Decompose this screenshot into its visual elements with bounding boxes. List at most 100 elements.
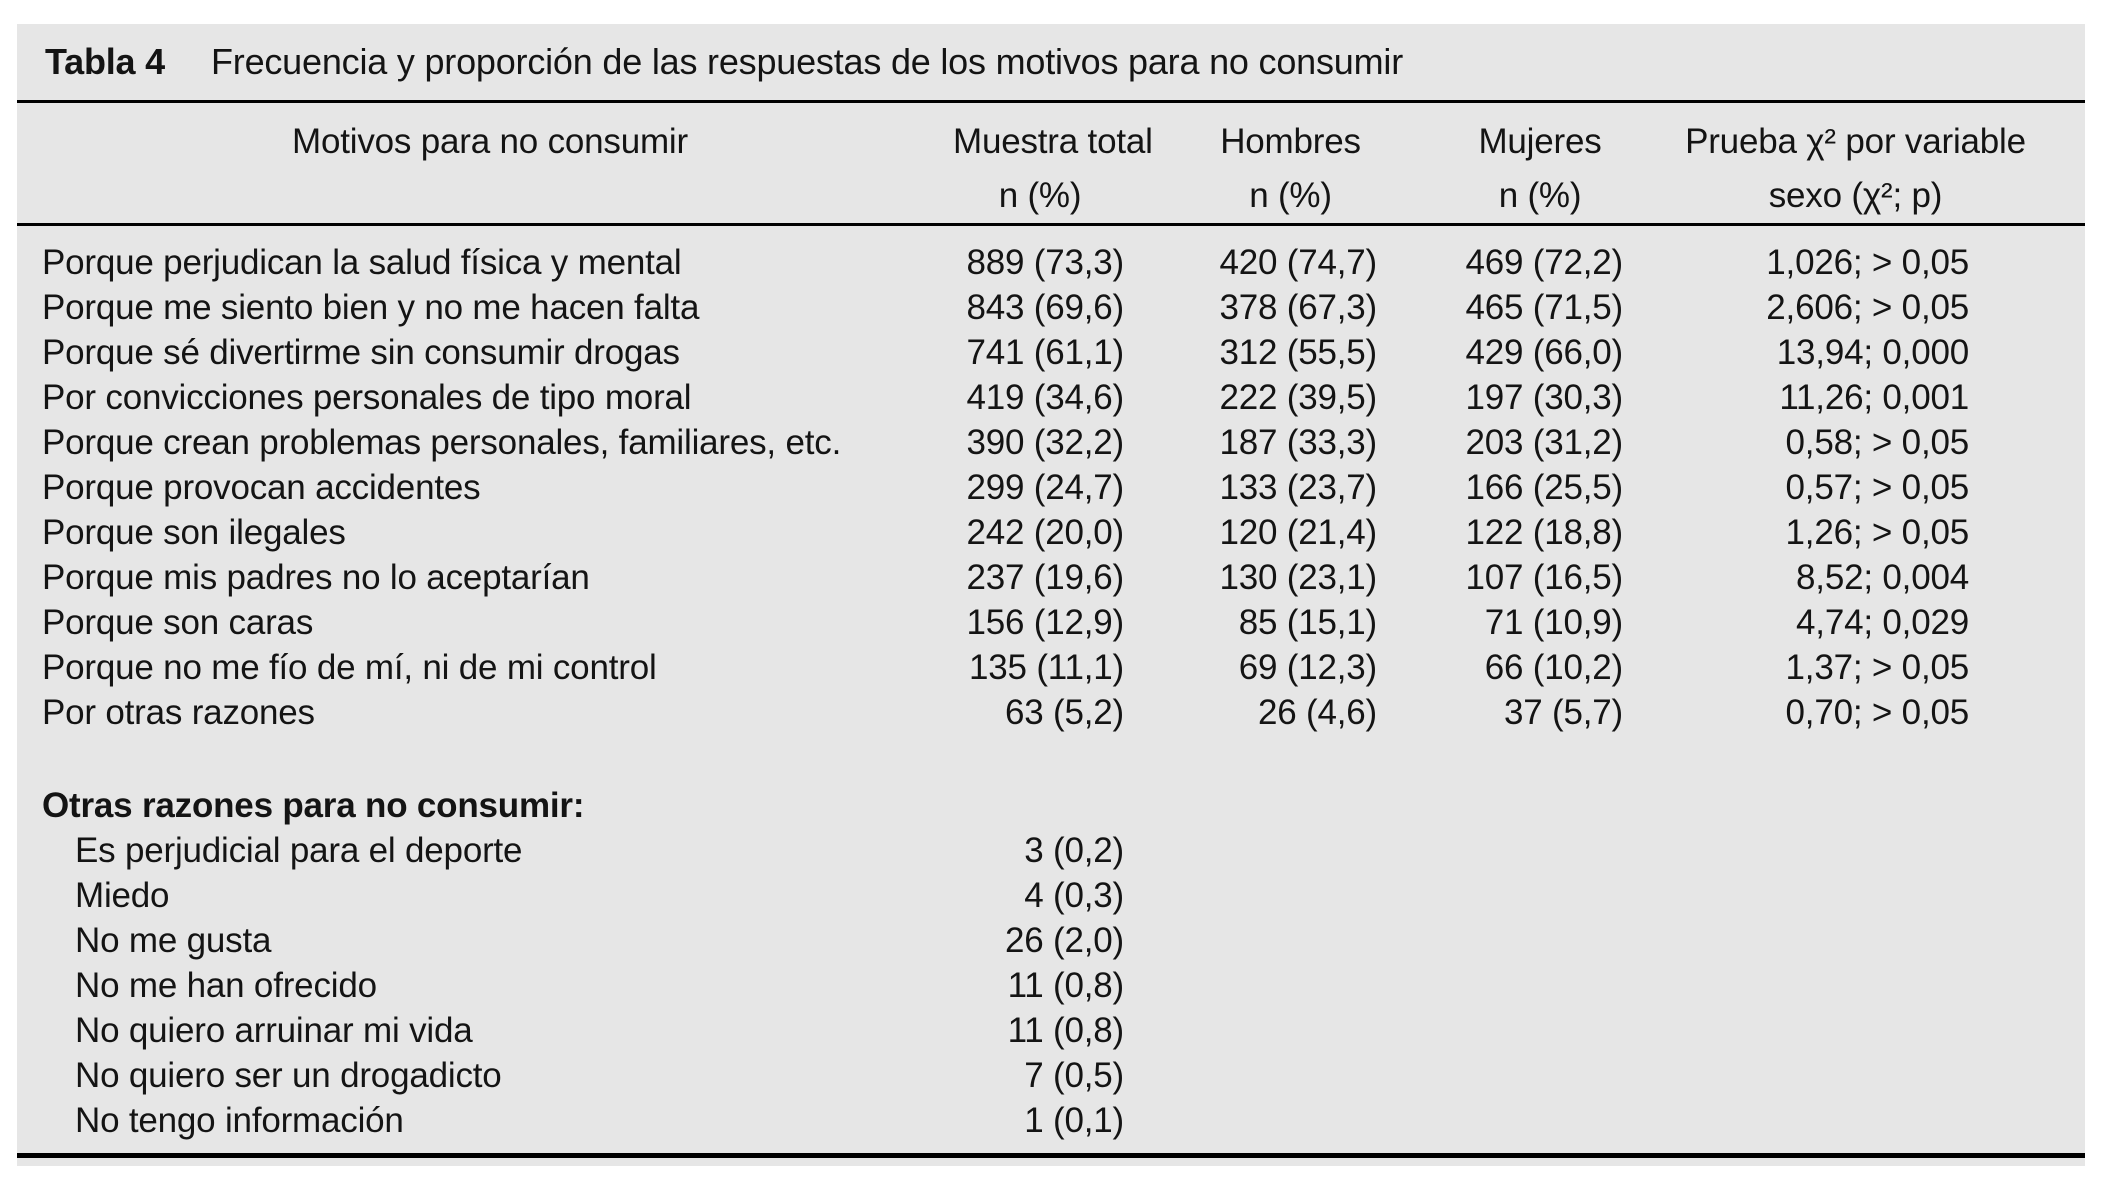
mujeres-cell: 107 (16,5)	[1465, 558, 1623, 597]
total-cell: 1 (0,1)	[1024, 1101, 1124, 1140]
other-reason-row: No tengo información 1 (0,1)	[17, 1098, 2085, 1153]
header-line1: Hombres	[1220, 122, 1361, 161]
header-line1: Prueba χ² por variable	[1685, 122, 2026, 161]
empty-cell	[1626, 1098, 2085, 1153]
header-line2: sexo (χ²; p)	[1768, 176, 1943, 215]
hombres-cell: 85 (15,1)	[1238, 603, 1377, 642]
mujeres-cell: 166 (25,5)	[1465, 468, 1623, 507]
prueba-cell: 11,26; 0,001	[1779, 378, 1969, 417]
table-body: Porque perjudican la salud física y ment…	[17, 225, 2085, 1154]
table-header: Motivos para no consumir Muestra total n…	[17, 103, 2085, 225]
total-cell: 26 (2,0)	[1004, 921, 1124, 960]
total-cell: 741 (61,1)	[966, 333, 1124, 372]
empty-cell	[1626, 963, 2085, 1008]
total-cell: 135 (11,1)	[969, 648, 1124, 687]
mujeres-cell: 37 (5,7)	[1503, 693, 1623, 732]
empty-cell	[1380, 873, 1626, 918]
empty-cell	[1127, 963, 1380, 1008]
header-line2: n (%)	[1249, 176, 1332, 215]
header-line1: Motivos para no consumir	[292, 122, 688, 161]
mujeres-cell: 465 (71,5)	[1465, 288, 1623, 327]
table-row: Porque perjudican la salud física y ment…	[17, 225, 2085, 286]
hombres-cell: 130 (23,1)	[1219, 558, 1377, 597]
total-cell: 889 (73,3)	[966, 243, 1124, 282]
motivo-cell: Porque crean problemas personales, famil…	[42, 423, 842, 462]
hombres-cell: 69 (12,3)	[1238, 648, 1377, 687]
empty-cell	[1127, 1098, 1380, 1153]
total-cell: 4 (0,3)	[1024, 876, 1124, 915]
motivo-cell: Porque me siento bien y no me hacen falt…	[42, 288, 700, 327]
empty-cell	[1626, 1008, 2085, 1053]
table-row: Porque son ilegales 242 (20,0) 120 (21,4…	[17, 510, 2085, 555]
col-header-muestra-total: Muestra total n (%)	[917, 103, 1153, 225]
total-cell: 237 (19,6)	[966, 558, 1124, 597]
caption-label: Tabla 4	[45, 41, 165, 82]
table-row: Porque provocan accidentes 299 (24,7) 13…	[17, 465, 2085, 510]
empty-cell	[1380, 918, 1626, 963]
empty-cell	[1127, 1008, 1380, 1053]
motivo-cell: Porque sé divertirme sin consumir drogas	[42, 333, 680, 372]
table-panel: Tabla 4 Frecuencia y proporción de las r…	[17, 24, 2085, 1166]
hombres-cell: 312 (55,5)	[1219, 333, 1377, 372]
empty-cell	[1127, 1053, 1380, 1098]
total-cell: 7 (0,5)	[1024, 1056, 1124, 1095]
motivo-cell: No me gusta	[75, 921, 272, 960]
empty-cell	[1380, 1053, 1626, 1098]
total-cell: 390 (32,2)	[966, 423, 1124, 462]
hombres-cell: 26 (4,6)	[1257, 693, 1377, 732]
prueba-cell: 8,52; 0,004	[1796, 558, 1969, 597]
other-reason-row: No me han ofrecido 11 (0,8)	[17, 963, 2085, 1008]
empty-cell	[1380, 828, 1626, 873]
hombres-cell: 120 (21,4)	[1219, 513, 1377, 552]
empty-cell	[1127, 873, 1380, 918]
table-row: Porque no me fío de mí, ni de mi control…	[17, 645, 2085, 690]
empty-cell	[1127, 918, 1380, 963]
col-header-prueba-chi2: Prueba χ² por variable sexo (χ²; p)	[1626, 103, 2085, 225]
prueba-cell: 4,74; 0,029	[1796, 603, 1969, 642]
motivo-cell: Porque mis padres no lo aceptarían	[42, 558, 590, 597]
mujeres-cell: 66 (10,2)	[1484, 648, 1623, 687]
col-header-hombres: Hombres n (%)	[1127, 103, 1380, 225]
other-reason-row: No quiero ser un drogadicto 7 (0,5)	[17, 1053, 2085, 1098]
motivo-cell: Porque provocan accidentes	[42, 468, 481, 507]
total-cell: 843 (69,6)	[966, 288, 1124, 327]
section-header-row: Otras razones para no consumir:	[17, 783, 2085, 828]
total-cell: 419 (34,6)	[966, 378, 1124, 417]
mujeres-cell: 122 (18,8)	[1465, 513, 1623, 552]
total-cell: 299 (24,7)	[966, 468, 1124, 507]
data-table: Motivos para no consumir Muestra total n…	[17, 103, 2085, 1153]
motivo-cell: No quiero ser un drogadicto	[75, 1056, 502, 1095]
motivo-cell: Porque son caras	[42, 603, 314, 642]
mujeres-cell: 203 (31,2)	[1465, 423, 1623, 462]
spacer-row	[17, 735, 2085, 783]
hombres-cell: 187 (33,3)	[1219, 423, 1377, 462]
table-row: Porque son caras 156 (12,9) 85 (15,1) 71…	[17, 600, 2085, 645]
hombres-cell: 378 (67,3)	[1219, 288, 1377, 327]
empty-cell	[17, 735, 2085, 783]
table-row: Por convicciones personales de tipo mora…	[17, 375, 2085, 420]
motivo-cell: Porque no me fío de mí, ni de mi control	[42, 648, 657, 687]
caption-title: Frecuencia y proporción de las respuesta…	[210, 41, 1403, 82]
empty-cell	[1380, 1098, 1626, 1153]
prueba-cell: 1,37; > 0,05	[1785, 648, 1970, 687]
empty-cell	[1626, 918, 2085, 963]
empty-cell	[1626, 1053, 2085, 1098]
prueba-cell: 1,26; > 0,05	[1785, 513, 1970, 552]
header-line2: n (%)	[998, 176, 1082, 215]
table-caption: Tabla 4 Frecuencia y proporción de las r…	[17, 24, 2085, 103]
motivo-cell: No tengo información	[75, 1101, 404, 1140]
table-row: Porque me siento bien y no me hacen falt…	[17, 285, 2085, 330]
motivo-cell: Es perjudicial para el deporte	[75, 831, 523, 870]
table-row: Porque mis padres no lo aceptarían 237 (…	[17, 555, 2085, 600]
motivo-cell: Por otras razones	[42, 693, 315, 732]
other-reason-row: Es perjudicial para el deporte 3 (0,2)	[17, 828, 2085, 873]
table-row: Por otras razones 63 (5,2) 26 (4,6) 37 (…	[17, 690, 2085, 735]
header-row: Motivos para no consumir Muestra total n…	[17, 103, 2085, 225]
total-cell: 242 (20,0)	[966, 513, 1124, 552]
hombres-cell: 420 (74,7)	[1219, 243, 1377, 282]
prueba-cell: 1,026; > 0,05	[1766, 243, 1969, 282]
other-reasons-header: Otras razones para no consumir:	[42, 786, 585, 825]
motivo-cell: Miedo	[75, 876, 170, 915]
empty-cell	[1380, 1008, 1626, 1053]
